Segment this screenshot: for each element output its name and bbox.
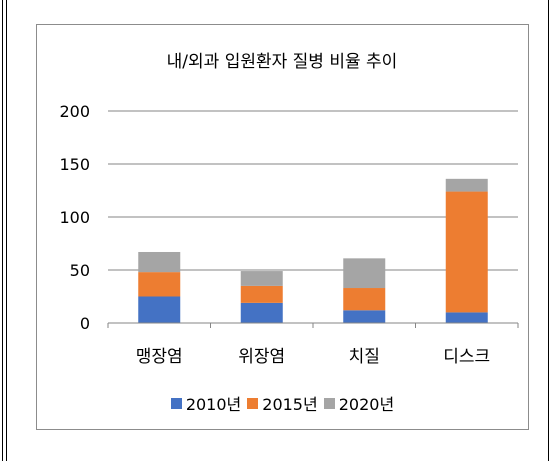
legend-label: 2015년 (262, 395, 318, 414)
legend-swatch (247, 397, 259, 409)
bar-segment (343, 310, 386, 323)
left-frame-line-inner (6, 0, 7, 461)
bar-segment (240, 285, 283, 303)
bar-segment (445, 178, 488, 192)
legend-label: 2020년 (338, 395, 395, 414)
bar-segment (138, 296, 181, 323)
x-tick-label: 치질 (349, 347, 380, 367)
legend-swatch (323, 397, 335, 409)
bar-segment (445, 191, 488, 313)
left-frame-line (2, 0, 3, 461)
bar-segment (240, 271, 283, 286)
bar-segment (138, 272, 181, 297)
legend-label: 2010년 (185, 395, 242, 414)
x-tick-label: 맹장염 (136, 347, 183, 367)
bar-segment (138, 251, 181, 273)
y-tick-label: 150 (59, 155, 90, 174)
legend-item: 2010년 (170, 391, 242, 415)
bar-segment (343, 288, 386, 311)
bars (107, 178, 519, 328)
bar-segment (445, 312, 488, 323)
y-axis-ticks: 0 50 100 150 200 (59, 102, 90, 333)
legend: 2010년 2015년 2020년 (36, 391, 529, 415)
x-tick-label: 디스크 (443, 347, 490, 367)
x-axis-labels: 맹장염 위장염 치질 디스크 (136, 347, 490, 367)
y-tick-label: 0 (80, 314, 90, 333)
legend-swatch (170, 397, 182, 409)
legend-item: 2015년 (247, 391, 318, 415)
y-tick-label: 200 (59, 102, 90, 121)
bar-segment (240, 302, 283, 323)
y-tick-label: 50 (70, 261, 90, 280)
legend-item: 2020년 (323, 391, 395, 415)
y-tick-label: 100 (59, 208, 90, 227)
chart-title: 내/외과 입원환자 질병 비율 추이 (167, 52, 398, 72)
x-tick-label: 위장염 (238, 347, 285, 367)
bar-segment (343, 258, 386, 289)
right-frame-line (548, 0, 549, 461)
